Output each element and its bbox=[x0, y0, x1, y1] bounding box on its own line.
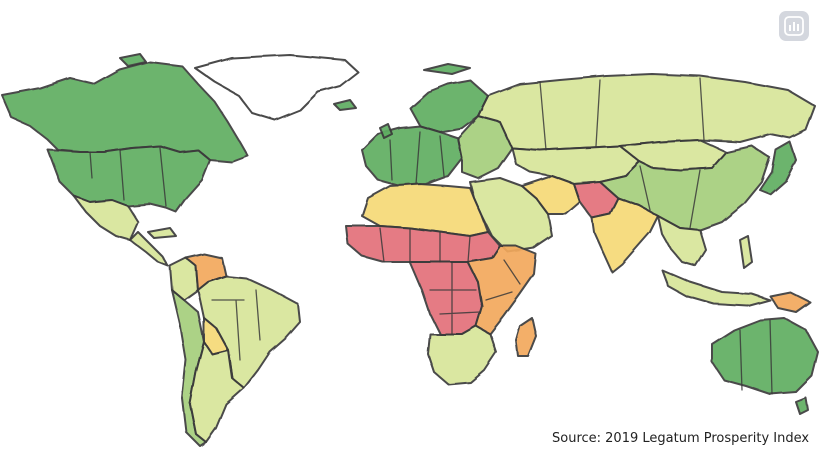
region-mexico[interactable]: Mexico bbox=[73, 195, 139, 241]
islands bbox=[119, 53, 753, 269]
country-borders bbox=[89, 77, 773, 395]
region-indonesia[interactable]: Indonesia bbox=[661, 269, 771, 307]
bar-chart-app-icon[interactable] bbox=[779, 11, 809, 41]
region-japan[interactable]: Japan bbox=[759, 141, 797, 195]
region-russia[interactable]: Russia bbox=[477, 73, 816, 151]
region-southern-africa[interactable]: Southern Africa bbox=[427, 325, 497, 385]
region-greenland[interactable]: Greenland bbox=[194, 54, 359, 121]
source-caption: Source: 2019 Legatum Prosperity Index bbox=[552, 431, 810, 446]
region-india[interactable]: India bbox=[591, 197, 659, 273]
region-new-zealand[interactable]: New Zealand bbox=[795, 397, 809, 415]
region-southeast-asia[interactable]: Southeast Asia bbox=[657, 215, 707, 267]
region-papua-new-guinea[interactable]: Papua New Guinea bbox=[769, 291, 811, 313]
region-east-africa[interactable]: East Africa bbox=[467, 245, 537, 335]
region-madagascar[interactable]: Madagascar bbox=[515, 317, 537, 357]
region-australia[interactable]: Australia bbox=[711, 317, 819, 395]
bar-chart-icon bbox=[784, 16, 804, 36]
region-united-states[interactable]: United States bbox=[47, 145, 211, 213]
region-argentina[interactable]: Argentina bbox=[189, 341, 245, 443]
region-central-africa[interactable]: Central Africa bbox=[409, 261, 483, 335]
region-western-europe[interactable]: Western Europe bbox=[361, 125, 463, 187]
region-central-america[interactable]: Central America bbox=[129, 231, 169, 267]
region-iran[interactable]: Iran bbox=[521, 175, 581, 215]
